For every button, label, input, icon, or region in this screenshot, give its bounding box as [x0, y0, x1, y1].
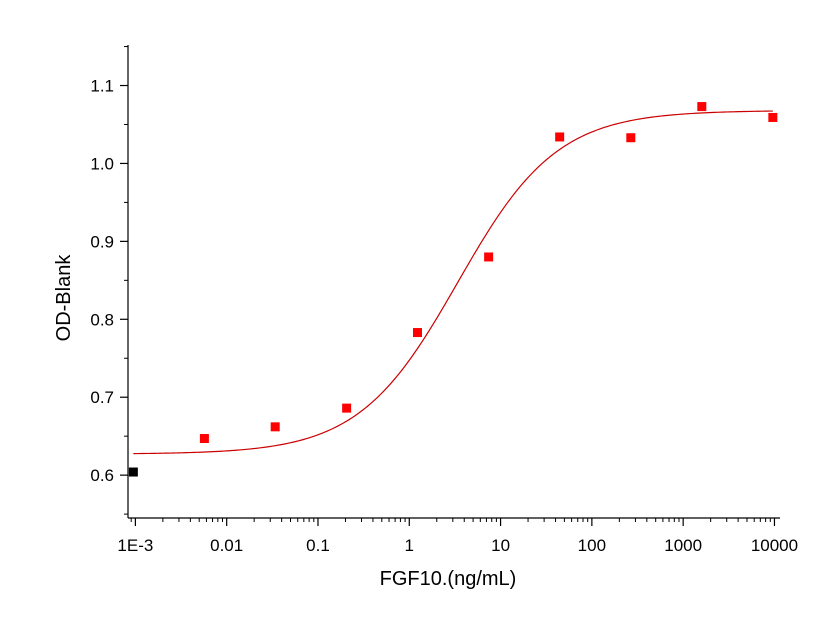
data-point-series-0 — [270, 422, 280, 432]
data-point-series-0 — [412, 328, 422, 338]
x-tick-label: 1 — [405, 536, 414, 555]
data-point-series-0 — [768, 112, 778, 122]
x-tick-label: 10000 — [751, 536, 798, 555]
x-tick-label: 10 — [491, 536, 510, 555]
data-points — [128, 102, 778, 477]
y-axis-title: OD-Blank — [53, 254, 75, 342]
x-tick-label: 100 — [578, 536, 606, 555]
y-tick-labels: 0.6 0.7 0.8 0.9 1.0 1.1 — [90, 77, 114, 486]
y-tick-label: 0.7 — [90, 388, 114, 407]
data-point-series-0 — [484, 252, 494, 262]
x-axis-title: FGF10.(ng/mL) — [380, 568, 517, 590]
x-tick-labels: 1E-3 0.01 0.1 1 10 100 1000 10000 — [117, 536, 798, 555]
y-tick-label: 0.8 — [90, 310, 114, 329]
data-point-series-0 — [199, 434, 209, 444]
x-tick-label: 1E-3 — [117, 536, 153, 555]
data-point-series-0 — [342, 403, 352, 413]
y-tick-label: 0.6 — [90, 466, 114, 485]
data-point-series-0 — [555, 132, 565, 142]
y-tick-label: 0.9 — [90, 232, 114, 251]
data-point-series-0 — [697, 102, 707, 112]
y-tick-label: 1.1 — [90, 77, 114, 96]
x-tick-label: 0.1 — [306, 536, 330, 555]
axis-major-ticks — [120, 84, 776, 526]
x-axis-minor-ticks — [124, 46, 771, 522]
data-point-series-1 — [128, 467, 138, 477]
fit-curve — [133, 110, 773, 455]
x-tick-label: 0.01 — [210, 536, 243, 555]
x-tick-label: 1000 — [664, 536, 702, 555]
y-tick-label: 1.0 — [90, 154, 114, 173]
data-point-series-0 — [626, 133, 636, 143]
